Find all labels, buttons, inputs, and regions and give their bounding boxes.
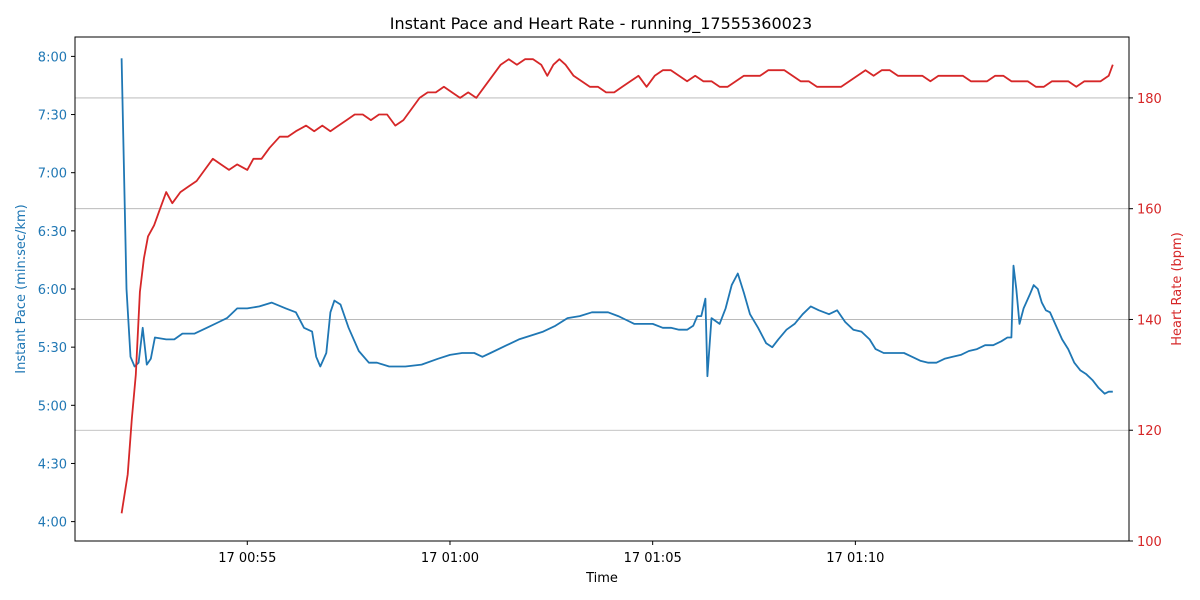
y-left-tick-label: 4:00	[38, 516, 67, 531]
pace-line	[120, 58, 1113, 395]
y-left-tick-label: 7:30	[38, 109, 67, 124]
x-tick-label: 17 01:00	[421, 551, 479, 566]
y-left-tick-label: 6:30	[38, 225, 67, 240]
y-right-tick-label: 100	[1137, 535, 1162, 550]
y-right-tick-label: 120	[1137, 424, 1162, 439]
y-right-tick-label: 140	[1137, 313, 1162, 328]
heart-rate-line	[120, 58, 1114, 514]
y-left-tick-label: 4:30	[38, 457, 67, 472]
y-left-tick-label: 5:30	[38, 341, 67, 356]
y-left-tick-label: 5:00	[38, 399, 67, 414]
y-axis-right: 100 120 140 160 180	[1129, 92, 1162, 550]
x-tick-label: 17 00:55	[218, 551, 276, 566]
y-left-tick-label: 8:00	[38, 50, 67, 65]
y-right-tick-label: 160	[1137, 203, 1162, 218]
heart-rate-series	[120, 58, 1114, 514]
y-axis-left: 4:00 4:30 5:00 5:30 6:00 6:30 7:00 7:30 8:00	[38, 50, 75, 531]
y-axis-left-label: Instant Pace (min:sec/km)	[14, 204, 29, 373]
x-axis: 17 00:55 17 01:00 17 01:05 17 01:10	[218, 541, 884, 566]
x-axis-label: Time	[585, 571, 618, 586]
pace-series	[120, 58, 1113, 395]
chart-title: Instant Pace and Heart Rate - running_17…	[390, 14, 812, 34]
x-tick-label: 17 01:05	[624, 551, 682, 566]
y-right-tick-label: 180	[1137, 92, 1162, 107]
x-tick-label: 17 01:10	[826, 551, 884, 566]
y-left-tick-label: 7:00	[38, 167, 67, 182]
y-axis-right-label: Heart Rate (bpm)	[1170, 232, 1185, 346]
y-left-tick-label: 6:00	[38, 283, 67, 298]
